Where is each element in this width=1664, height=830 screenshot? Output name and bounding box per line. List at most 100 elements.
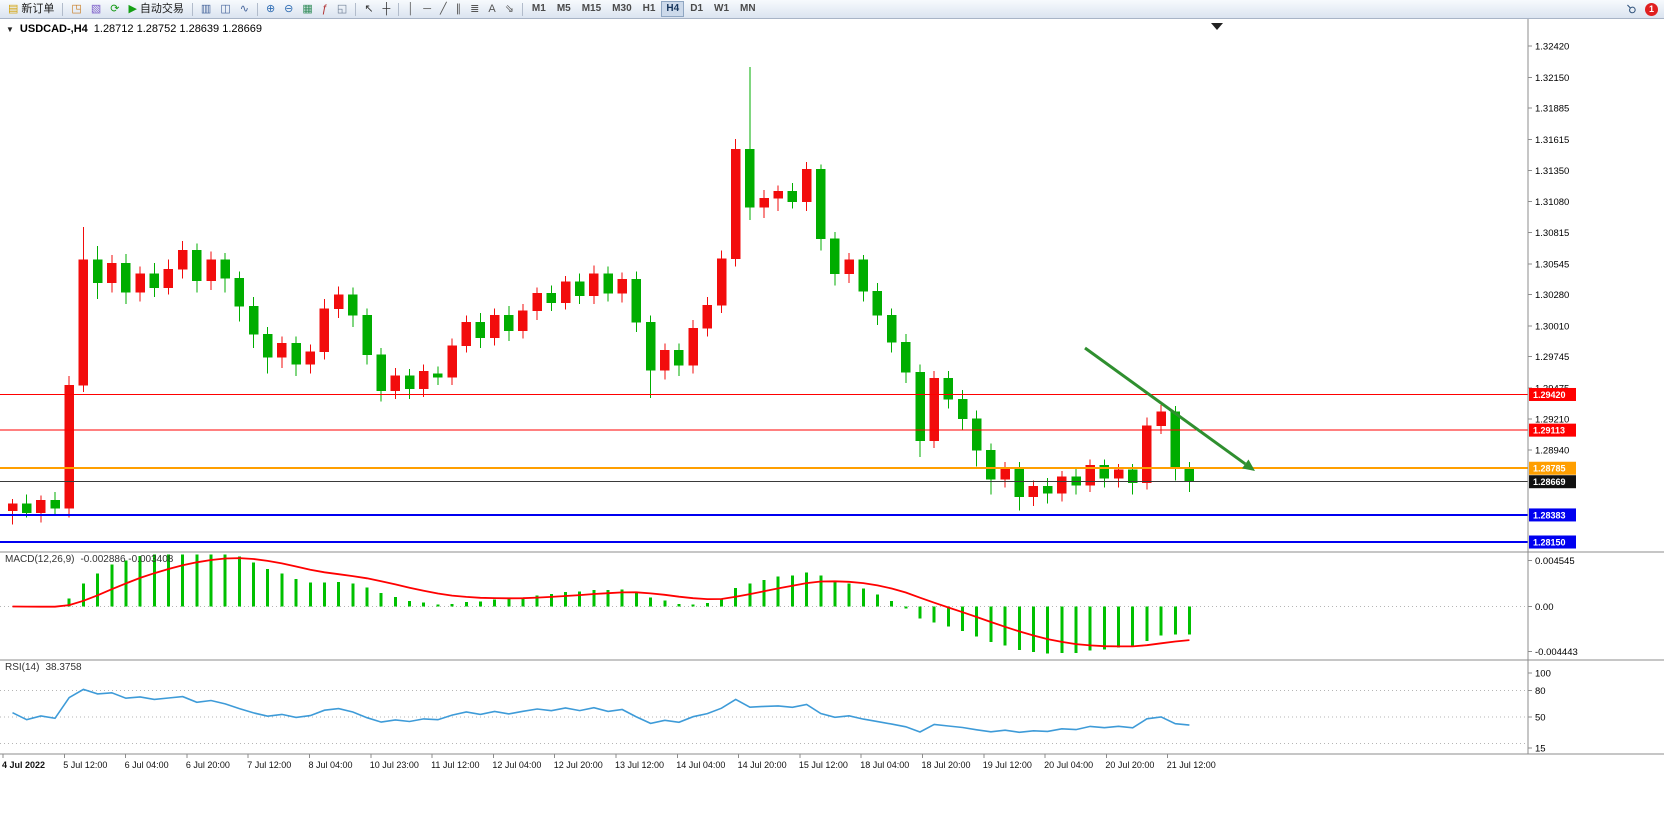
candle — [816, 164, 826, 251]
trendline-button[interactable]: ╱ — [436, 1, 451, 18]
toolbar-separator — [62, 2, 64, 16]
candle — [135, 266, 145, 302]
rsi-indicator-label: RSI(14) 38.3758 — [5, 662, 82, 673]
macd-axis-label: -0.004443 — [1535, 647, 1578, 658]
candlestick-chart-button[interactable]: ◫ — [216, 1, 234, 18]
refresh-icon: ⟳ — [110, 2, 120, 15]
candle — [702, 296, 713, 337]
zoom-out-icon: ⊖ — [284, 2, 294, 15]
timeframe-h4[interactable]: H4 — [661, 1, 685, 17]
fibonacci-button[interactable]: ≣ — [466, 1, 483, 18]
arrows-tool-button[interactable]: ⇘ — [501, 1, 518, 18]
candle — [773, 185, 783, 211]
timeframe-d1[interactable]: D1 — [685, 1, 708, 17]
trendline-icon: ╱ — [440, 2, 447, 15]
candle — [1028, 480, 1039, 506]
candle — [376, 348, 386, 402]
toolbar-separator — [398, 2, 400, 16]
candle — [1085, 459, 1095, 493]
svg-text:1.29420: 1.29420 — [1533, 390, 1566, 400]
chart-shift-marker[interactable] — [1211, 23, 1223, 30]
hlines-layer — [0, 393, 1528, 544]
channel-icon: ∥ — [455, 2, 462, 15]
candle — [716, 250, 727, 314]
candle — [1099, 459, 1110, 488]
text-tool-button[interactable]: A — [484, 1, 499, 18]
candle — [787, 183, 798, 209]
zoom-in-button[interactable]: ⊕ — [262, 1, 279, 18]
search-button[interactable]: ⚲ — [1623, 1, 1640, 18]
timeframe-w1[interactable]: W1 — [709, 1, 734, 17]
toolbar-separator — [355, 2, 357, 16]
candle — [504, 306, 514, 342]
timeframe-m30[interactable]: M30 — [607, 1, 636, 17]
toolbar: ▤ 新订单 ◳ ▧ ⟳ ▶ 自动交易 ▥ ◫ ∿ ⊕ ⊖ ▦ ƒ ◱ ↖ ┼ │ ─ ╱ ∥ ≣ A ⇘ M1 M5 M15 M30… — [0, 0, 1664, 19]
line-chart-icon: ∿ — [239, 2, 249, 15]
bar-chart-button[interactable]: ▥ — [197, 1, 215, 18]
candle — [50, 492, 60, 516]
candle — [163, 259, 174, 295]
channel-button[interactable]: ∥ — [452, 1, 466, 18]
refresh-button[interactable]: ⟳ — [106, 1, 123, 18]
price-axis-label: 1.31615 — [1535, 135, 1569, 146]
new-order-button[interactable]: ▤ 新订单 — [4, 1, 58, 18]
horizontal-line-button[interactable]: ─ — [419, 1, 435, 18]
profiles-button[interactable]: ▧ — [87, 1, 105, 18]
candle — [447, 338, 457, 386]
price-axis-label: 1.32420 — [1535, 42, 1569, 53]
toolbar-separator — [521, 2, 523, 16]
chart-background — [0, 19, 1664, 776]
autotrading-button[interactable]: ▶ 自动交易 — [124, 1, 187, 18]
candle — [305, 344, 316, 374]
timeframe-m5[interactable]: M5 — [552, 1, 576, 17]
candle — [206, 251, 216, 290]
candle — [1142, 417, 1152, 490]
rsi-axis-label: 50 — [1535, 713, 1546, 724]
trend-arrow-annotation[interactable] — [1084, 346, 1255, 471]
price-axis-badge: 1.29113 — [1529, 423, 1576, 437]
candle — [858, 255, 869, 302]
templates-button[interactable]: ◱ — [333, 1, 351, 18]
time-axis-label: 20 Jul 20:00 — [1105, 760, 1154, 770]
tile-windows-button[interactable]: ▦ — [298, 1, 316, 18]
price-axis-label: 1.32150 — [1535, 73, 1569, 84]
macd-axis-label: 0.004545 — [1535, 556, 1575, 567]
ohlc-values: 1.28712 1.28752 1.28639 1.28669 — [93, 23, 262, 35]
price-axis-badge: 1.28383 — [1529, 508, 1576, 522]
rsi-line — [12, 688, 1190, 734]
time-axis-label: 12 Jul 04:00 — [492, 760, 541, 770]
macd-signal-line — [12, 557, 1190, 648]
bar-chart-icon: ▥ — [200, 2, 212, 15]
candle — [901, 334, 911, 383]
candle — [177, 241, 188, 279]
cursor-button[interactable]: ↖ — [360, 1, 377, 18]
timeframe-mn[interactable]: MN — [735, 1, 761, 17]
timeframe-m15[interactable]: M15 — [577, 1, 606, 17]
indicators-button[interactable]: ƒ — [318, 1, 332, 18]
candle — [745, 66, 755, 221]
candlestick-chart-icon: ◫ — [220, 2, 231, 15]
crosshair-button[interactable]: ┼ — [379, 1, 395, 18]
candle — [277, 336, 287, 368]
price-axis-badge: 1.28785 — [1529, 461, 1576, 475]
collapse-icon[interactable]: ▼ — [6, 24, 14, 34]
horizontal-line-icon: ─ — [423, 2, 431, 15]
time-axis-label: 6 Jul 04:00 — [125, 760, 169, 770]
zoom-out-button[interactable]: ⊖ — [280, 1, 297, 18]
candle — [319, 299, 330, 360]
candle — [943, 371, 954, 409]
charts-button[interactable]: ◳ — [67, 1, 85, 18]
new-order-icon: ▤ — [8, 2, 19, 15]
candle — [36, 495, 46, 523]
rsi-values: 38.3758 — [45, 662, 82, 673]
candle — [1156, 404, 1166, 434]
timeframe-m1[interactable]: M1 — [527, 1, 551, 17]
line-chart-button[interactable]: ∿ — [236, 1, 253, 18]
chart-title: ▼ USDCAD-,H4 1.28712 1.28752 1.28639 1.2… — [6, 23, 262, 35]
notification-badge[interactable]: 1 — [1645, 2, 1658, 16]
candle — [78, 227, 89, 393]
rsi-name: RSI(14) — [5, 662, 40, 673]
vertical-line-button[interactable]: │ — [403, 1, 418, 18]
timeframe-h1[interactable]: H1 — [638, 1, 661, 17]
time-axis-label: 12 Jul 20:00 — [554, 760, 603, 770]
